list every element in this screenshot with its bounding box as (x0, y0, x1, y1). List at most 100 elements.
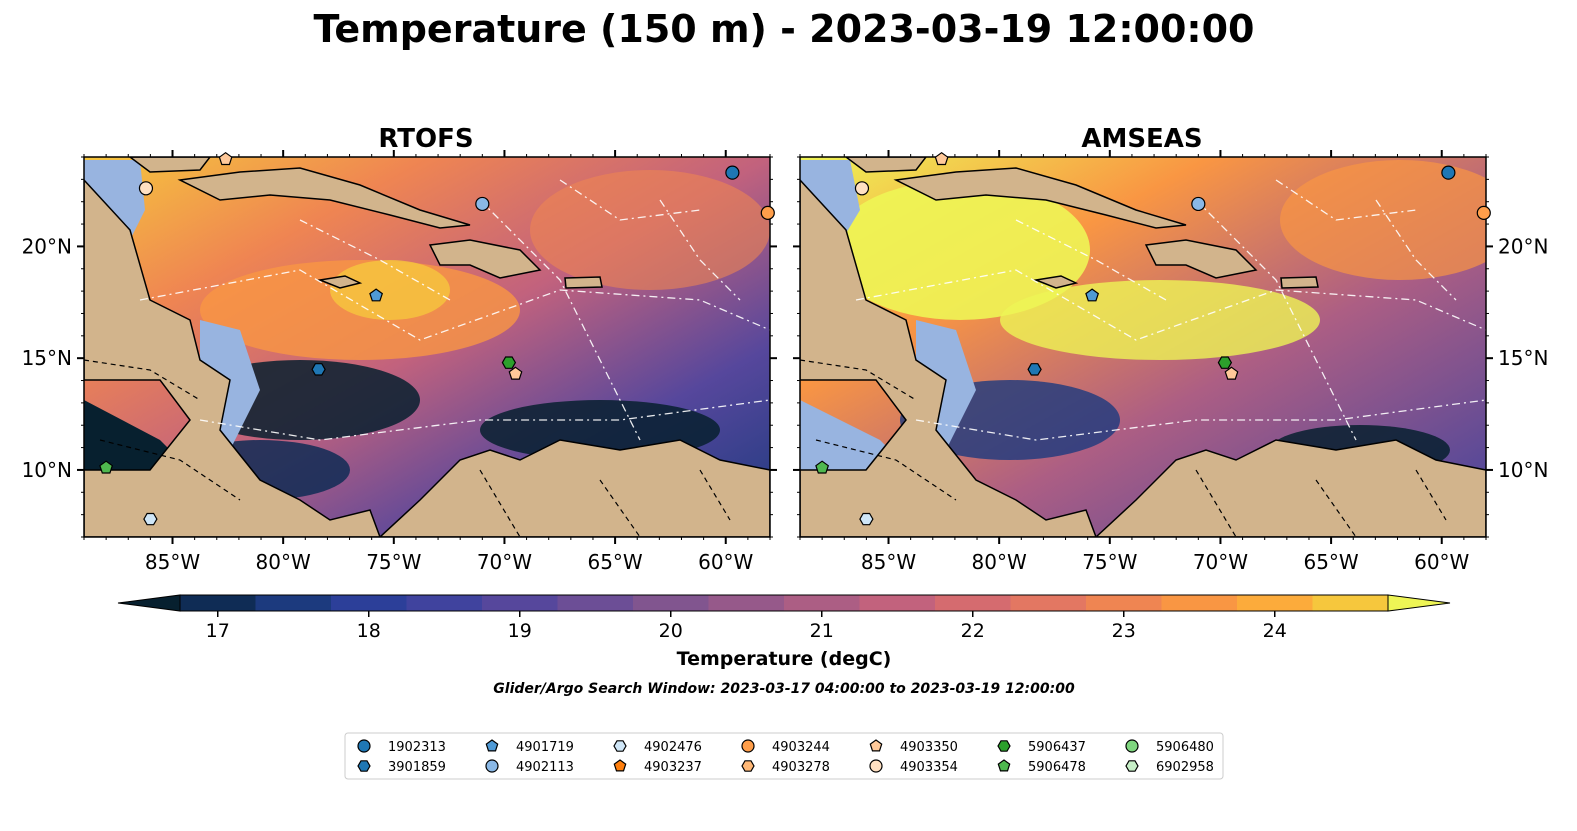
platform-4903350-marker (218, 151, 233, 166)
lon-tick-label: 75°W (366, 550, 421, 574)
legend-marker-5906480 (1125, 739, 1139, 753)
search-window-note: Glider/Argo Search Window: 2023-03-17 04… (493, 681, 1075, 697)
lon-tick-label: 80°W (256, 550, 311, 574)
legend-label: 6902958 (1156, 760, 1214, 775)
axis-ticks-amseas: 85°W 80°W 75°W 70°W 65°W 60°W 20°N 15°N 10°N (793, 150, 1548, 574)
legend-label: 4903354 (900, 760, 958, 775)
panel-rtofs: RTOFS (22, 124, 777, 574)
colorbar-segment (1312, 595, 1389, 611)
land-jamaica (1033, 275, 1079, 289)
platform-3901859-marker (1027, 363, 1042, 376)
legend-label: 4903237 (644, 760, 702, 775)
legend-marker-5906437 (997, 740, 1011, 752)
warm-region-north (530, 170, 770, 290)
platform-4903244-marker (760, 205, 775, 220)
colorbar-segment (859, 595, 936, 611)
platform-markers-amseas (815, 151, 1491, 526)
platform-4902476-marker (143, 512, 158, 526)
land-puerto-rico (1280, 276, 1319, 289)
legend-marker-5906478 (997, 759, 1011, 772)
land-puerto-rico (564, 276, 603, 289)
land-central-america (84, 178, 381, 537)
legend-label: 3901859 (388, 760, 446, 775)
legend-marker-4903278 (741, 760, 755, 772)
platform-5906437-marker (1217, 356, 1233, 369)
colorbar-segment (1086, 595, 1162, 611)
legend-marker-4903237 (613, 759, 627, 772)
land-florida (128, 157, 211, 173)
colorbar-segment (784, 595, 860, 611)
colorbar: 17 18 19 20 21 22 23 24 (117, 594, 1451, 642)
platform-5906437-marker (501, 356, 517, 369)
lon-tick-label: 75°W (1082, 550, 1137, 574)
lon-tick-label: 65°W (1303, 550, 1358, 574)
lat-tick-label: 10°N (22, 458, 72, 482)
colorbar-segment (935, 595, 1011, 611)
lat-tick-label: 10°N (1498, 458, 1548, 482)
legend-marker-1902313 (357, 739, 371, 753)
colorbar-segment (1237, 595, 1313, 611)
colorbar-segment (557, 595, 634, 611)
colorbar-extend-min (117, 594, 181, 612)
lon-tick-label: 70°W (1193, 550, 1248, 574)
platform-4902113-marker (1191, 196, 1206, 212)
platform-4902476-marker (859, 512, 874, 526)
lat-tick-label: 20°N (22, 234, 72, 258)
colorbar-segment (331, 595, 407, 611)
land-cuba (893, 167, 1187, 229)
platform-4902113-marker (475, 196, 490, 212)
colorbar-segment (255, 595, 332, 611)
legend-label: 4902476 (644, 740, 702, 755)
colorbar-segment (633, 595, 709, 611)
land-central-america (800, 178, 1097, 537)
lon-tick-label: 85°W (145, 550, 200, 574)
colorbar-segment (482, 595, 558, 611)
map-frame-rtofs (83, 156, 771, 538)
land-south-america (378, 439, 770, 537)
platform-4901719-marker (1085, 288, 1100, 302)
platform-markers-rtofs (99, 151, 775, 526)
legend-label: 5906480 (1156, 740, 1214, 755)
legend-label: 5906437 (1028, 740, 1086, 755)
colorbar-segment (1010, 595, 1087, 611)
country-borders (84, 359, 731, 537)
legend-label: 4902113 (516, 760, 574, 775)
land-jamaica (317, 275, 363, 289)
colorbar-tick-label: 19 (508, 620, 532, 642)
platform-5906478-marker (815, 460, 830, 474)
lat-tick-label: 15°N (1498, 346, 1548, 370)
legend-label: 4903350 (900, 740, 958, 755)
warm-band (1000, 280, 1320, 360)
legend-marker-4903350 (869, 739, 883, 752)
legend-label: 4903278 (772, 760, 830, 775)
lon-tick-label: 60°W (698, 550, 753, 574)
warm-region-east (1280, 160, 1486, 280)
eez-boundaries (855, 179, 1486, 441)
land-hispaniola (428, 239, 542, 279)
legend-marker-4902476 (613, 740, 627, 752)
lon-tick-label: 60°W (1414, 550, 1469, 574)
legend-marker-4903354 (869, 759, 883, 773)
legend-marker-4901719 (485, 739, 499, 752)
legend-marker-4902113 (485, 759, 499, 773)
figure-title: Temperature (150 m) - 2023-03-19 12:00:0… (313, 7, 1254, 51)
colorbar-segment (180, 595, 256, 611)
colorbar-tick-label: 18 (357, 620, 381, 642)
lon-tick-label: 65°W (587, 550, 642, 574)
colorbar-tick-label: 21 (810, 620, 834, 642)
colorbar-label: Temperature (degC) (677, 648, 892, 670)
colorbar-segment (708, 595, 785, 611)
warm-region (830, 180, 1090, 320)
lon-tick-label: 70°W (477, 550, 532, 574)
platform-4903350-marker (934, 151, 949, 166)
lat-tick-label: 15°N (22, 346, 72, 370)
warm-core (330, 260, 450, 320)
colorbar-segment (1161, 595, 1238, 611)
colorbar-frame (179, 594, 1389, 612)
lon-tick-label: 85°W (861, 550, 916, 574)
colorbar-tick-label: 24 (1263, 620, 1287, 642)
land-hispaniola (1144, 239, 1258, 279)
platform-4901719-marker (369, 288, 384, 302)
platform-4903350-marker (508, 366, 523, 380)
